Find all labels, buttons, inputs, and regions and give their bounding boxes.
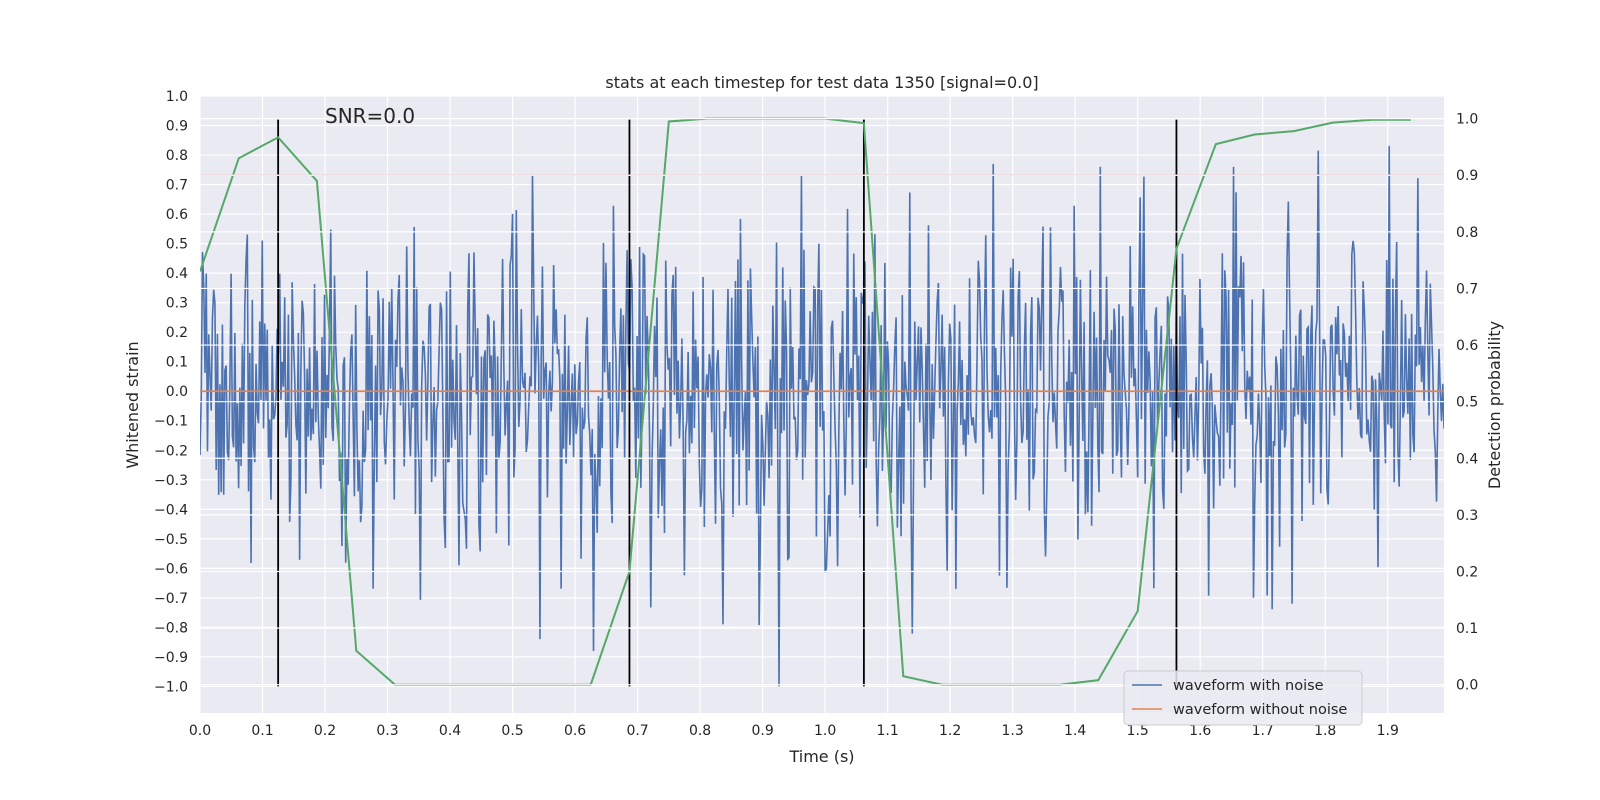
y-tick-label: −0.9: [154, 650, 188, 666]
y2-tick-label: 0.7: [1456, 281, 1478, 297]
y-tick-label: 1.0: [166, 89, 188, 105]
x-tick-label: 1.6: [1189, 723, 1211, 739]
x-tick-label: 0.2: [314, 723, 336, 739]
x-tick-label: 0.7: [626, 723, 648, 739]
y-tick-label: 0.8: [166, 148, 188, 164]
y2-tick-label: 0.2: [1456, 564, 1478, 580]
x-tick-label: 1.8: [1314, 723, 1336, 739]
y-tick-label: −0.5: [154, 532, 188, 548]
y2-tick-label: 0.9: [1456, 168, 1478, 184]
x-tick-label: 0.3: [376, 723, 398, 739]
x-axis-label: Time (s): [788, 747, 854, 766]
x-tick-label: 1.1: [877, 723, 899, 739]
x-tick-label: 0.9: [751, 723, 773, 739]
x-tick-label: 1.4: [1064, 723, 1086, 739]
x-tick-label: 0.8: [689, 723, 711, 739]
chart-title: stats at each timestep for test data 135…: [605, 73, 1038, 92]
y2-tick-label: 0.8: [1456, 225, 1478, 241]
x-tick-label: 0.1: [251, 723, 273, 739]
y2-axis-ticks: 1.0 0.9 0.8 0.7 0.6 0.5 0.4 0.3 0.2 0.1 0.0: [1456, 112, 1478, 694]
y-axis-label: Whitened strain: [123, 341, 142, 468]
x-tick-label: 0.5: [501, 723, 523, 739]
y-tick-label: −0.3: [154, 473, 188, 489]
snr-annotation: SNR=0.0: [325, 104, 415, 128]
y-tick-label: −0.4: [154, 502, 188, 518]
y-tick-label: −1.0: [154, 679, 188, 695]
y-tick-label: 0.4: [166, 266, 188, 282]
x-tick-label: 1.3: [1002, 723, 1024, 739]
legend-label-noise: waveform with noise: [1173, 678, 1324, 694]
y-tick-label: −0.1: [154, 414, 188, 430]
y-tick-label: 0.1: [166, 355, 188, 371]
y2-tick-label: 0.5: [1456, 395, 1478, 411]
y-tick-label: 0.9: [166, 119, 188, 135]
legend-box: [1123, 670, 1363, 726]
y-tick-label: 0.5: [166, 237, 188, 253]
x-axis-ticks: 0.0 0.1 0.2 0.3 0.4 0.5 0.6 0.7 0.8 0.9 1.0 1.1 1.2 1…: [189, 723, 1399, 739]
legend-label-clean: waveform without noise: [1173, 702, 1347, 718]
x-tick-label: 1.0: [814, 723, 836, 739]
y-tick-label: 0.0: [166, 384, 188, 400]
y2-tick-label: 0.0: [1456, 678, 1478, 694]
x-tick-label: 1.7: [1252, 723, 1274, 739]
y-tick-label: −0.2: [154, 443, 188, 459]
legend: waveform with noise waveform without noi…: [1123, 670, 1363, 726]
y2-tick-label: 0.4: [1456, 451, 1478, 467]
y-tick-label: 0.6: [166, 207, 188, 223]
y-tick-label: −0.8: [154, 620, 188, 636]
y2-tick-label: 1.0: [1456, 112, 1478, 128]
y-tick-label: 0.2: [166, 325, 188, 341]
x-tick-label: 0.6: [564, 723, 586, 739]
y-tick-label: 0.3: [166, 296, 188, 312]
y2-axis-label: Detection probability: [1485, 321, 1504, 489]
y-tick-label: 0.7: [166, 178, 188, 194]
y2-tick-label: 0.1: [1456, 621, 1478, 637]
series-waveform-with-noise: [200, 145, 1444, 687]
x-tick-label: 0.4: [439, 723, 461, 739]
y2-tick-label: 0.3: [1456, 508, 1478, 524]
x-tick-label: 1.2: [939, 723, 961, 739]
y2-tick-label: 0.6: [1456, 338, 1478, 354]
x-tick-label: 0.0: [189, 723, 211, 739]
x-tick-label: 1.9: [1377, 723, 1399, 739]
x-tick-label: 1.5: [1127, 723, 1149, 739]
y-tick-label: −0.6: [154, 561, 188, 577]
y-axis-ticks: 1.0 0.9 0.8 0.7 0.6 0.5 0.4 0.3 0.2 0.1 0.0 −0.1 −0.…: [154, 89, 188, 695]
y-tick-label: −0.7: [154, 591, 188, 607]
